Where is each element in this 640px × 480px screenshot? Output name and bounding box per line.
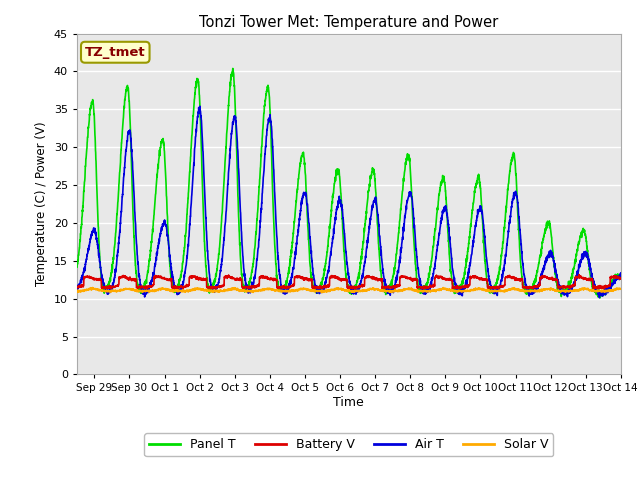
Legend: Panel T, Battery V, Air T, Solar V: Panel T, Battery V, Air T, Solar V [144, 433, 554, 456]
Title: Tonzi Tower Met: Temperature and Power: Tonzi Tower Met: Temperature and Power [199, 15, 499, 30]
X-axis label: Time: Time [333, 396, 364, 409]
Y-axis label: Temperature (C) / Power (V): Temperature (C) / Power (V) [35, 122, 48, 286]
Text: TZ_tmet: TZ_tmet [85, 46, 145, 59]
